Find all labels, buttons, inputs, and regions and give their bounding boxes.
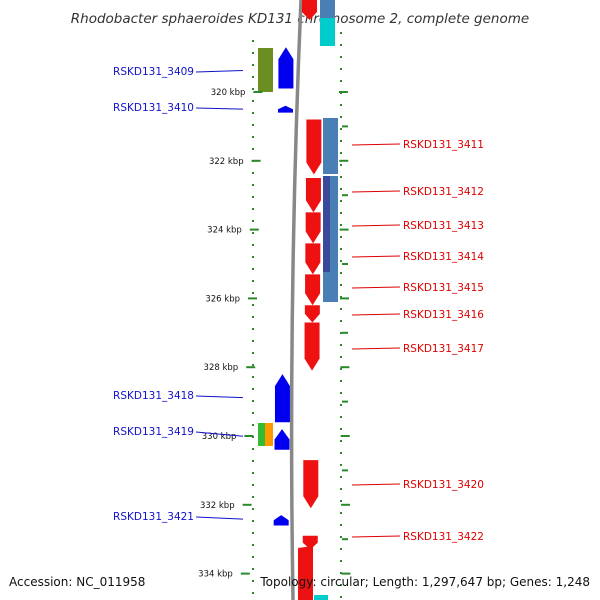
gene-arrow-rskd131_3412[interactable] (305, 178, 321, 213)
gene-label-rskd131_3413[interactable]: RSKD131_3413 (403, 220, 484, 232)
gene-arrow-rskd131_3416[interactable] (304, 305, 320, 323)
gene-arrow-rskd131_3421[interactable] (273, 515, 289, 526)
gene-arrow-rskd131_3413[interactable] (305, 212, 321, 244)
gene-arrow-rskd131_3422[interactable] (302, 535, 318, 550)
gene-label-rskd131_3410[interactable]: RSKD131_3410 (113, 102, 194, 114)
cog-bar-olive (258, 48, 273, 92)
gene-label-rskd131_3417[interactable]: RSKD131_3417 (403, 343, 484, 355)
tick-label: 334 kbp (198, 570, 233, 580)
reverse-strand-genes (273, 47, 294, 526)
label-leader-line (351, 483, 401, 486)
label-leader-line (351, 224, 401, 227)
gene-arrow-partial-top[interactable] (302, 0, 317, 20)
cog-bar-blue-b (330, 176, 338, 272)
tick-label: 326 kbp (205, 294, 240, 304)
gene-label-rskd131_3421[interactable]: RSKD131_3421 (113, 511, 194, 523)
gene-label-rskd131_3411[interactable]: RSKD131_3411 (403, 139, 484, 151)
gene-label-rskd131_3418[interactable]: RSKD131_3418 (113, 390, 194, 402)
cog-bar-blue-c (323, 272, 338, 302)
label-leader-line (351, 535, 401, 538)
label-leader-line (351, 286, 401, 289)
gene-arrow-rskd131_3419[interactable] (274, 429, 290, 450)
gene-label-rskd131_3414[interactable]: RSKD131_3414 (403, 251, 484, 263)
tick-label: 322 kbp (209, 157, 244, 167)
gene-label-rskd131_3409[interactable]: RSKD131_3409 (113, 66, 194, 78)
label-leader-line (351, 347, 401, 350)
tick-label: 324 kbp (207, 226, 242, 236)
gene-arrow-rskd131_3409[interactable] (278, 47, 294, 89)
gene-arrow-rskd131_3420[interactable] (303, 460, 319, 509)
cog-bar-blue-top (320, 0, 335, 18)
forward-strand-genes (298, 0, 322, 600)
tick-label: 330 kbp (202, 432, 237, 442)
gene-label-rskd131_3412[interactable]: RSKD131_3412 (403, 186, 484, 198)
label-leader-line (195, 69, 244, 73)
tick-label: 332 kbp (200, 501, 235, 511)
label-leader-line (351, 190, 401, 193)
tick-label: 328 kbp (204, 363, 239, 373)
gene-label-rskd131_3422[interactable]: RSKD131_3422 (403, 531, 484, 543)
cog-bar-blue-a (323, 118, 338, 174)
gene-label-rskd131_3415[interactable]: RSKD131_3415 (403, 282, 484, 294)
gene-arrow-rskd131_3414[interactable] (305, 243, 321, 275)
accession-text: Accession: NC_011958 (9, 575, 145, 589)
cog-bar-green (258, 423, 265, 446)
label-leader-line (195, 107, 244, 110)
gene-label-rskd131_3416[interactable]: RSKD131_3416 (403, 309, 484, 321)
gene-arrow-rskd131_3415[interactable] (305, 274, 321, 306)
label-leader-line (195, 516, 244, 520)
gene-arrow-rskd131_3410[interactable] (277, 105, 293, 113)
gene-arrow-partial-bottom[interactable] (298, 546, 313, 600)
gene-label-rskd131_3420[interactable]: RSKD131_3420 (403, 479, 484, 491)
cog-bar-cyan-bottom (314, 595, 328, 600)
genome-backbone (289, 0, 303, 600)
cog-category-bars (258, 0, 338, 600)
gene-arrow-rskd131_3411[interactable] (306, 119, 322, 175)
tick-label: 320 kbp (211, 88, 246, 98)
label-leader-line (195, 431, 244, 437)
cog-bar-orange (265, 423, 273, 446)
label-leader-line (351, 313, 401, 316)
gene-arrow-rskd131_3417[interactable] (304, 322, 320, 371)
label-leader-line (195, 395, 244, 399)
label-leader-line (351, 255, 401, 258)
gene-arrow-rskd131_3418[interactable] (274, 374, 290, 423)
gene-labels: RSKD131_3409 RSKD131_3410 RSKD131_3418 RSKD… (113, 66, 484, 543)
topology-text: Topology: circular; Length: 1,297,647 bp… (259, 575, 590, 589)
gene-label-rskd131_3419[interactable]: RSKD131_3419 (113, 426, 194, 438)
axis-ticks: 320 kbp 322 kbp 324 kbp 326 kbp 328 kbp 330 k… (198, 88, 351, 580)
label-leader-line (351, 143, 401, 146)
